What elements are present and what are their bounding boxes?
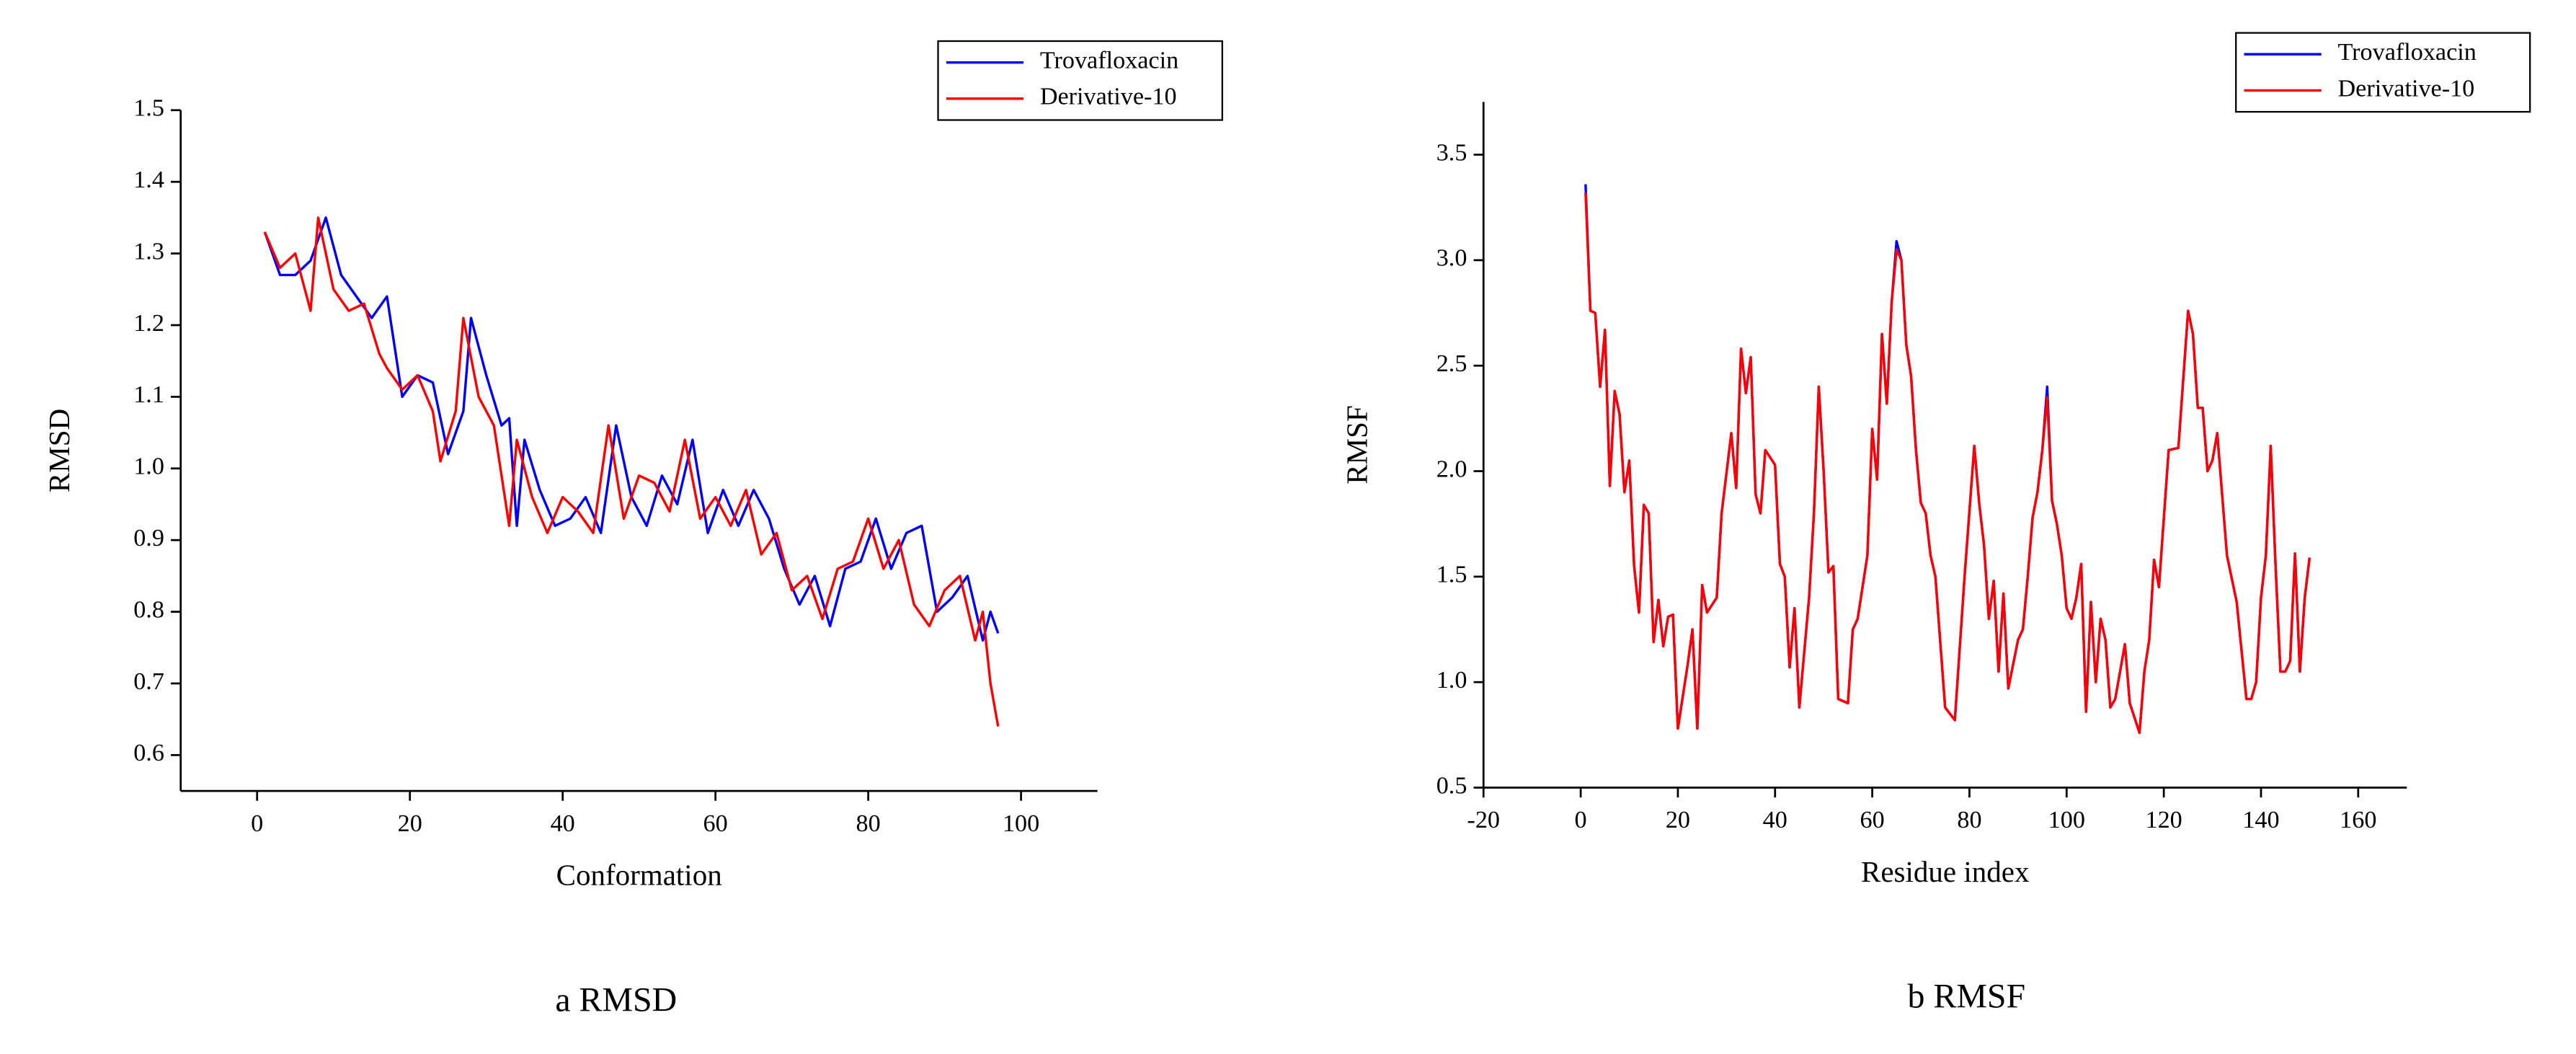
y-tick-label: 1.2: [133, 310, 164, 337]
y-tick-label: 2.0: [1436, 456, 1467, 482]
y-tick-label: 0.5: [1436, 772, 1467, 799]
legend-label: Derivative-10: [1040, 84, 1177, 110]
legend-box: [937, 40, 1223, 121]
y-axis-label: RMSD: [43, 409, 76, 492]
x-tick-label: 40: [551, 810, 575, 837]
y-tick-label: 3.5: [1436, 139, 1467, 166]
y-tick-label: 1.4: [133, 167, 164, 193]
x-tick-label: 0: [1575, 807, 1587, 833]
x-tick-label: 140: [2242, 807, 2279, 833]
x-tick-label: 100: [1003, 810, 1039, 837]
y-tick-label: 0.8: [133, 596, 164, 623]
x-tick-label: 100: [2048, 807, 2085, 833]
x-tick-label: 0: [251, 810, 263, 837]
legend-label: Trovafloxacin: [2337, 39, 2476, 66]
y-tick-label: 3.0: [1436, 245, 1467, 272]
line-series: [1584, 192, 2311, 735]
x-tick-label: 120: [2145, 807, 2182, 833]
x-tick-label: 60: [703, 810, 728, 837]
y-tick-label: 1.1: [133, 381, 164, 408]
x-tick-label: 20: [398, 810, 422, 837]
y-tick-label: 1.0: [1436, 667, 1467, 694]
x-tick-label: 80: [856, 810, 881, 837]
legend-box: [2235, 32, 2531, 113]
y-tick-label: 1.3: [133, 238, 164, 265]
x-tick-label: 20: [1666, 807, 1690, 833]
line-series: [263, 216, 1000, 727]
y-tick-label: 1.5: [1436, 562, 1467, 588]
y-tick-label: 0.9: [133, 525, 164, 552]
line-series: [263, 216, 1000, 642]
y-tick-label: 0.6: [133, 740, 164, 766]
legend-label: Trovafloxacin: [1040, 48, 1178, 74]
caption: b RMSF: [1908, 978, 2026, 1016]
caption: a RMSD: [555, 980, 677, 1019]
legend-label: Derivative-10: [2337, 75, 2474, 102]
x-axis-label: Residue index: [1861, 855, 2030, 888]
y-tick-label: 1.0: [133, 453, 164, 480]
x-tick-label: 160: [2340, 807, 2376, 833]
x-tick-label: 60: [1860, 807, 1885, 833]
y-tick-label: 2.5: [1436, 350, 1467, 377]
x-axis-label: Conformation: [556, 858, 722, 891]
x-tick-label: 40: [1763, 807, 1787, 833]
y-tick-label: 1.5: [133, 95, 164, 122]
y-axis-label: RMSF: [1341, 405, 1374, 484]
x-tick-label: 80: [1957, 807, 1981, 833]
y-tick-label: 0.7: [133, 668, 164, 695]
x-tick-label: -20: [1467, 807, 1500, 833]
